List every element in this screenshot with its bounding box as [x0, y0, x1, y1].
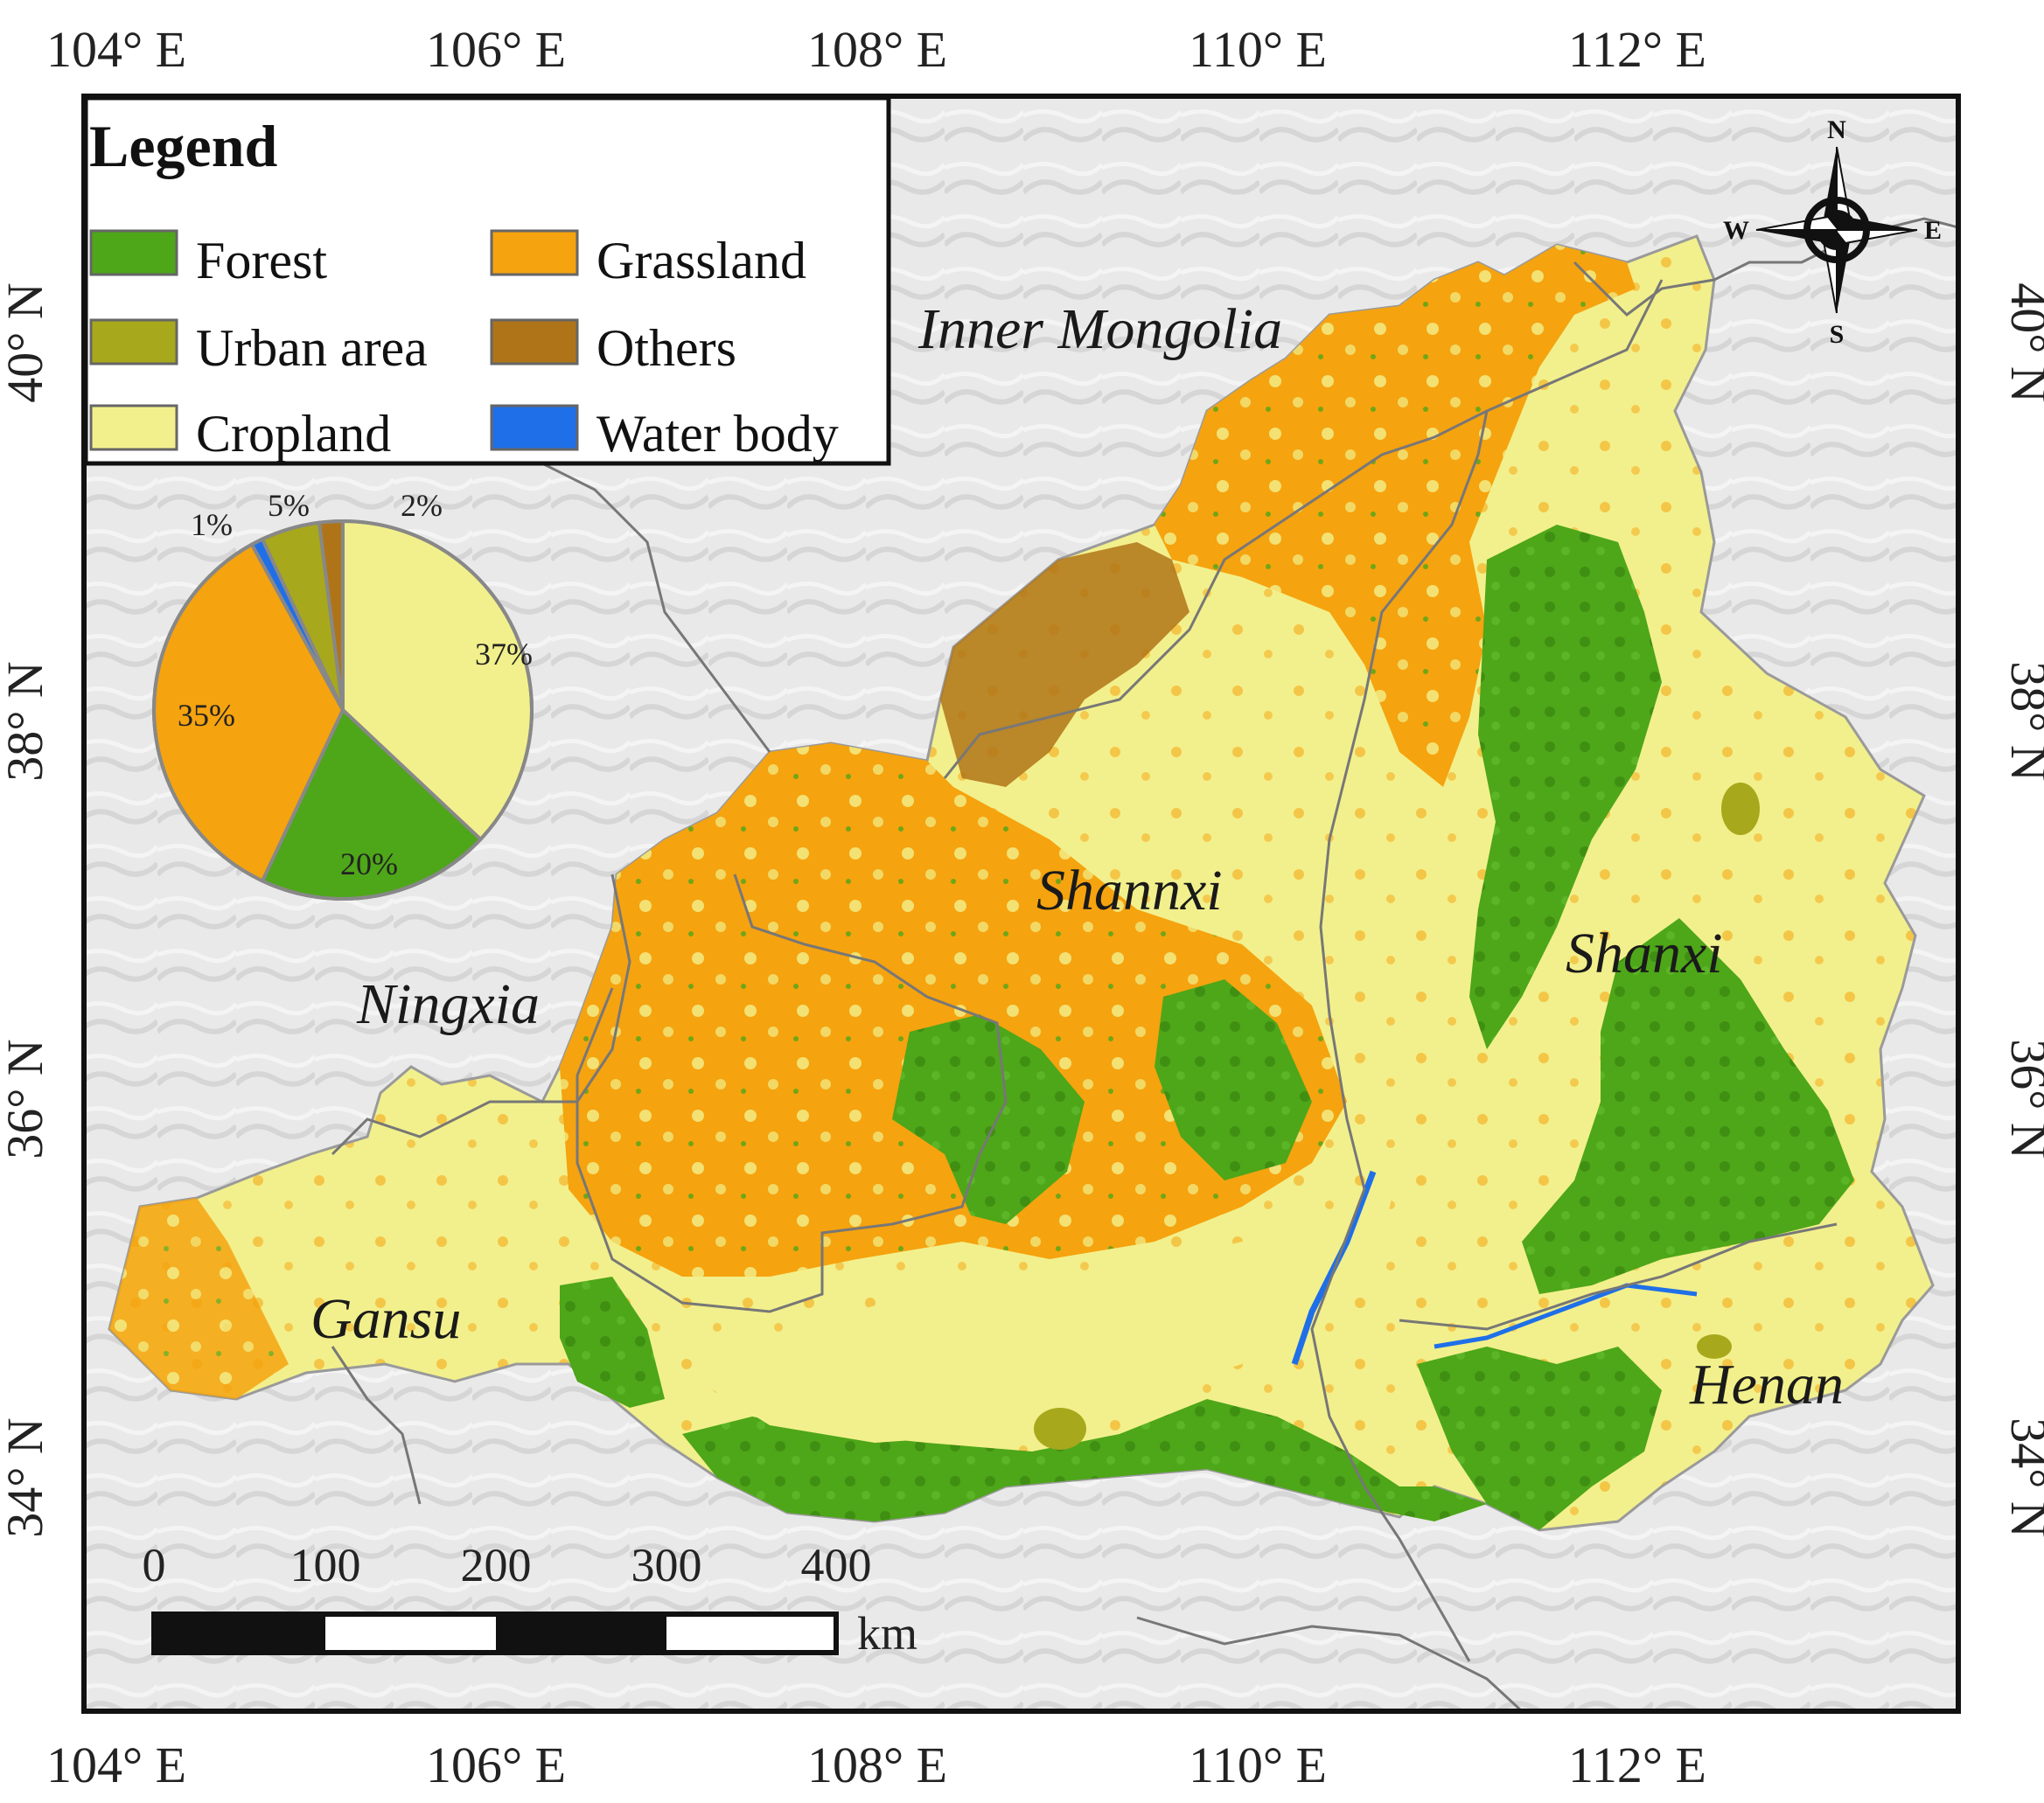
lon-label: 110° E	[1189, 21, 1327, 78]
lat-label: 40° N	[2000, 282, 2044, 403]
others-region	[940, 542, 1189, 787]
region-label: Inner Mongolia	[917, 297, 1282, 361]
map-body	[84, 96, 1958, 1711]
pie-label-urban: 5%	[268, 488, 310, 523]
lat-label: 36° N	[0, 1039, 53, 1159]
forest-shannxi-west	[892, 1014, 1085, 1224]
yellow-river	[1291, 1170, 1377, 1366]
scale-bar: 0 100 200 300 400 km	[143, 1539, 918, 1660]
region-label: Gansu	[310, 1287, 461, 1351]
lat-label: 40° N	[0, 282, 53, 403]
legend-swatch-forest	[89, 229, 178, 276]
region-label: Shanxi	[1566, 922, 1723, 985]
lon-label: 104° E	[46, 1737, 186, 1793]
lat-label: 34° N	[2000, 1417, 2044, 1538]
lon-label: 106° E	[426, 21, 566, 78]
scale-tick-label: 100	[290, 1539, 361, 1591]
region-label: Henan	[1689, 1353, 1844, 1417]
compass-e: E	[1924, 216, 1942, 245]
longitude-labels-top: 104° E 106° E 108° E 110° E 112° E	[46, 21, 1706, 78]
grassland-central	[560, 743, 1347, 1277]
scale-tick-label: 300	[631, 1539, 702, 1591]
compass-s: S	[1830, 320, 1845, 349]
region-label: Shannxi	[1036, 859, 1223, 922]
legend-label: Urban area	[196, 319, 428, 377]
legend-title: Legend	[89, 113, 278, 179]
pie-outline	[152, 519, 534, 901]
legend-swatch-urban	[89, 318, 178, 365]
lon-label: 112° E	[1568, 1737, 1706, 1793]
pie-label-water: 1%	[191, 507, 233, 542]
legend-label: Forest	[196, 232, 327, 289]
legend-label: Water body	[596, 405, 839, 463]
region-label: Ningxia	[356, 972, 540, 1036]
legend: Legend Forest Grassland Urban area Other…	[83, 95, 891, 466]
lon-label: 104° E	[46, 21, 186, 78]
scale-tick-label: 400	[801, 1539, 872, 1591]
north-arrow: N S E W	[1723, 115, 1942, 349]
forest-shanxi-south	[1522, 918, 1854, 1294]
legend-swatch-others	[490, 318, 579, 365]
lat-label: 34° N	[0, 1417, 53, 1538]
legend-label: Others	[596, 319, 736, 377]
grassland-north	[1155, 245, 1636, 787]
land-use-pie-chart	[152, 519, 534, 901]
lon-label: 108° E	[807, 21, 947, 78]
urban-patch	[1034, 1408, 1086, 1450]
pie-label-cropland: 37%	[475, 637, 533, 672]
legend-label: Grassland	[596, 232, 806, 289]
lat-label: 38° N	[0, 661, 53, 782]
lon-label: 110° E	[1189, 1737, 1327, 1793]
scale-tick-label: 0	[143, 1539, 166, 1591]
forest-gansu	[560, 1277, 665, 1408]
lon-label: 106° E	[426, 1737, 566, 1793]
urban-patch	[1697, 1334, 1732, 1359]
water-body	[1434, 1283, 1698, 1349]
latitude-labels-right: 40° N 38° N 36° N 34° N	[2000, 282, 2044, 1538]
legend-swatch-cropland	[89, 404, 178, 451]
latitude-labels-left: 40° N 38° N 36° N 34° N	[0, 282, 53, 1538]
pie-label-grassland: 35%	[178, 698, 235, 733]
compass-n: N	[1827, 115, 1846, 144]
legend-swatch-water	[490, 404, 579, 451]
legend-label: Cropland	[196, 405, 391, 463]
map-frame	[81, 94, 1961, 1714]
compass-w: W	[1723, 216, 1749, 245]
lon-label: 108° E	[807, 1737, 947, 1793]
legend-box	[83, 95, 891, 466]
lon-label: 112° E	[1568, 21, 1706, 78]
lat-label: 38° N	[2000, 661, 2044, 782]
cropland-wei-valley	[700, 1163, 1399, 1443]
lat-label: 36° N	[2000, 1039, 2044, 1159]
scale-tick-label: 200	[461, 1539, 532, 1591]
pie-labels: 37% 20% 35% 1% 5% 2%	[178, 488, 533, 881]
forest-qinling	[682, 1399, 1487, 1521]
urban-patch	[1721, 783, 1760, 835]
pie-label-others: 2%	[401, 488, 443, 523]
forest-shanxi-east	[1469, 525, 1662, 1049]
forest-shannxi-center	[1155, 979, 1312, 1180]
grassland-southwest	[109, 1198, 289, 1399]
region-labels: Inner Mongolia Shannxi Shanxi Ningxia Ga…	[310, 297, 1844, 1417]
longitude-labels-bottom: 104° E 106° E 108° E 110° E 112° E	[46, 1737, 1706, 1793]
pie-label-forest: 20%	[340, 846, 398, 881]
forest-henan	[1417, 1347, 1662, 1530]
scale-unit: km	[857, 1607, 917, 1660]
legend-swatch-grassland	[490, 229, 579, 276]
